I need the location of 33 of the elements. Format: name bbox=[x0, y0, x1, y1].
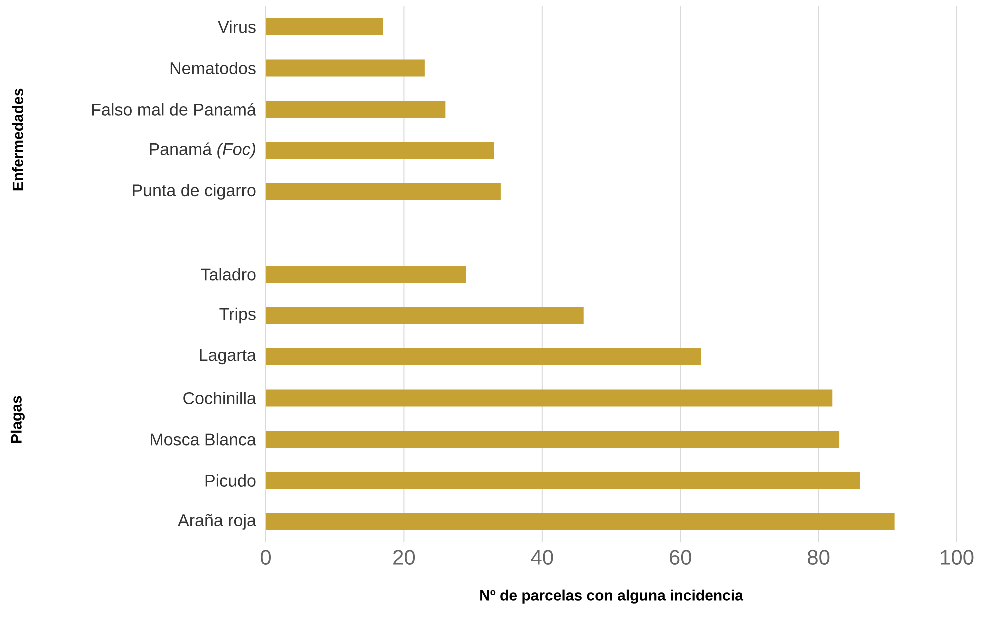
bar bbox=[266, 390, 833, 407]
bar bbox=[266, 60, 425, 77]
y-tick-label: Nematodos bbox=[170, 62, 256, 75]
x-tick-label: 0 bbox=[260, 550, 272, 565]
y-tick-label: Trips bbox=[220, 308, 256, 324]
bar bbox=[266, 513, 895, 530]
x-axis-title: Nº de parcelas con alguna incidencia bbox=[480, 590, 744, 604]
x-tick-label: 40 bbox=[531, 550, 554, 565]
bar bbox=[266, 430, 840, 448]
bar bbox=[266, 142, 494, 160]
bar bbox=[266, 307, 584, 324]
bar bbox=[266, 348, 702, 366]
y-tick-label: Araña roja bbox=[178, 514, 256, 530]
y-tick-label: Virus bbox=[218, 20, 256, 34]
y-tick-label: Cochinilla bbox=[184, 392, 256, 404]
y-tick-label: Panamá (Foc) bbox=[150, 142, 256, 159]
bar bbox=[266, 101, 446, 118]
y-tick-label: Punta de cigarro bbox=[133, 184, 256, 200]
bar bbox=[266, 184, 501, 201]
x-tick-label: 60 bbox=[670, 550, 692, 565]
y-tick-label: Falso mal de Panamá bbox=[92, 103, 256, 116]
text: Enfermedades bbox=[12, 88, 24, 191]
y-tick-label: Mosca Blanca bbox=[151, 433, 256, 446]
bar bbox=[266, 472, 860, 490]
bar bbox=[266, 18, 384, 36]
x-tick-label: 100 bbox=[941, 550, 974, 565]
bar bbox=[266, 266, 466, 284]
text: Plagas bbox=[10, 396, 25, 443]
y-tick-label: Taladro bbox=[201, 268, 256, 281]
y-tick-label: Lagarta bbox=[200, 349, 256, 365]
y-tick-label: Picudo bbox=[206, 474, 256, 487]
x-tick-label: 80 bbox=[808, 550, 830, 565]
x-tick-label: 20 bbox=[394, 550, 416, 565]
